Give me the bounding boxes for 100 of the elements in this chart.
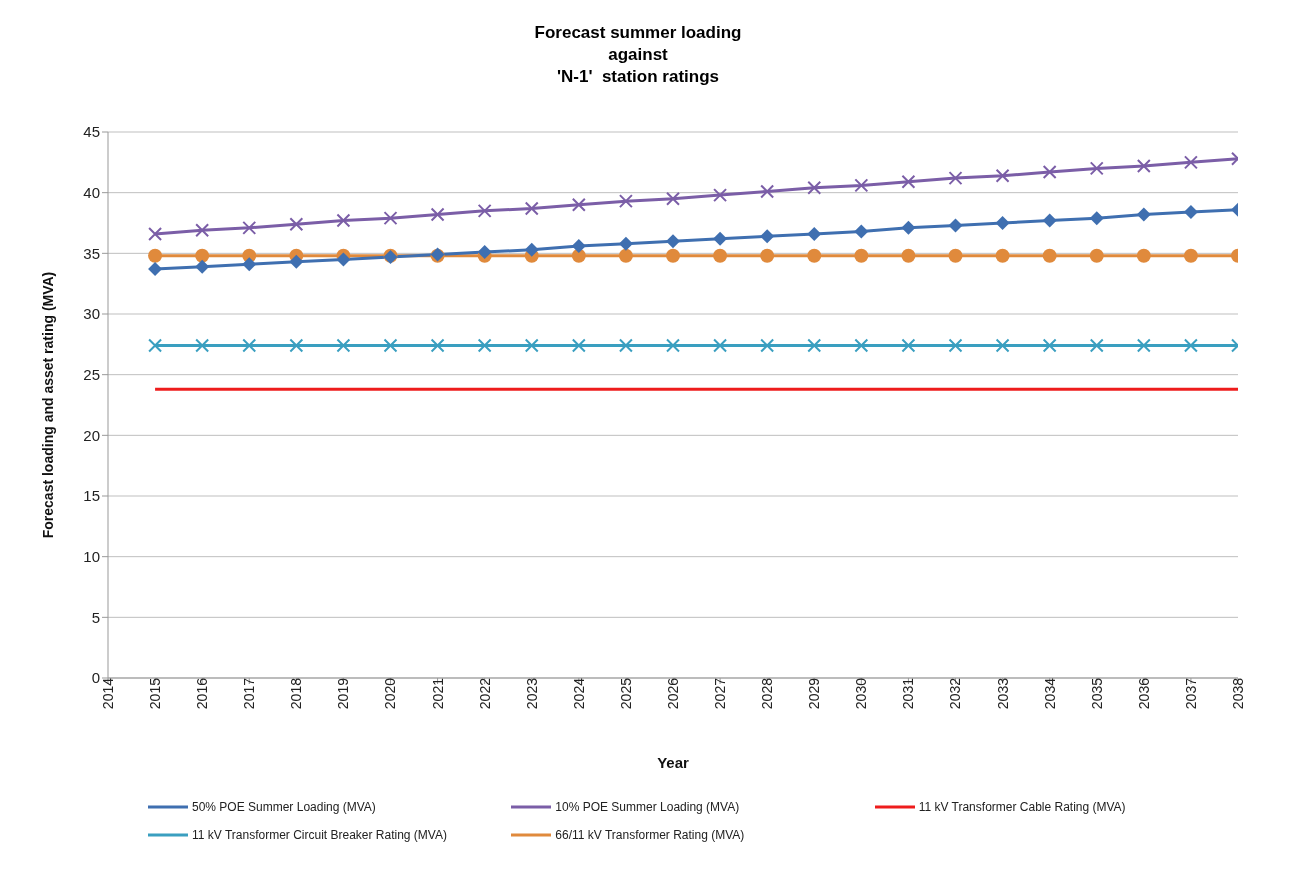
point (618, 338, 633, 353)
point (195, 248, 210, 263)
point (948, 171, 963, 186)
point (148, 262, 163, 277)
point (1089, 248, 1104, 263)
y-tick-label: 30 (83, 305, 100, 323)
point (854, 248, 869, 263)
point (524, 242, 539, 257)
point (618, 236, 633, 251)
point (242, 338, 257, 353)
y-tick-label: 0 (91, 669, 100, 687)
point (1183, 338, 1198, 353)
point (760, 184, 775, 199)
point (1183, 248, 1198, 263)
point (666, 248, 680, 263)
legend-label: 11 kV Transformer Cable Rating (MVA) (918, 800, 1126, 814)
x-tick-label: 2029 (806, 677, 823, 710)
point (995, 338, 1010, 353)
legend-label: 50% POE Summer Loading (MVA) (192, 800, 376, 814)
point (1136, 248, 1151, 263)
point (524, 201, 539, 216)
point (807, 338, 822, 353)
point (760, 248, 775, 263)
x-tick-label: 2015 (147, 677, 164, 710)
x-tick-label: 2016 (194, 677, 211, 710)
point (901, 338, 916, 353)
x-tick-label: 2014 (99, 677, 116, 710)
point (854, 338, 869, 353)
point (524, 338, 539, 353)
chart-title: Forecast summer loading against 'N-1' station ratings (533, 22, 743, 88)
x-tick-label: 2026 (664, 677, 681, 710)
point (1042, 248, 1057, 263)
y-tick-label: 35 (83, 244, 100, 262)
point (477, 203, 492, 218)
point (618, 248, 633, 263)
x-tick-label: 2023 (523, 677, 540, 710)
point (807, 248, 822, 263)
x-tick-label: 2028 (759, 677, 776, 710)
point (430, 207, 445, 222)
point (948, 248, 963, 263)
x-tick-label: 2020 (382, 677, 399, 710)
point (760, 338, 775, 353)
point (760, 229, 775, 244)
point (383, 211, 398, 226)
x-tick-label: 2021 (429, 677, 446, 710)
y-tick-label: 20 (83, 426, 100, 444)
point (336, 338, 351, 353)
point (1042, 165, 1057, 180)
x-axis-title: Year (657, 754, 690, 771)
legend-label: 11 kV Transformer Circuit Breaker Rating (MVA) (192, 828, 447, 842)
point (336, 213, 351, 228)
point (854, 178, 869, 193)
point (571, 197, 586, 212)
y-tick-label: 10 (83, 547, 100, 565)
point (1042, 338, 1057, 353)
y-tick-label: 5 (91, 608, 100, 626)
y-tick-label: 45 (83, 123, 100, 141)
point (1183, 155, 1198, 170)
point (195, 259, 210, 274)
x-tick-label: 2019 (335, 677, 352, 710)
x-tick-label: 2033 (994, 677, 1011, 710)
point (618, 194, 633, 209)
point (1042, 213, 1057, 228)
point (1089, 338, 1104, 353)
point (1136, 338, 1151, 353)
point (1136, 207, 1151, 222)
point (666, 338, 680, 353)
point (289, 217, 304, 232)
legend-label: 10% POE Summer Loading (MVA) (555, 800, 740, 814)
point (195, 338, 210, 353)
point (995, 168, 1010, 183)
point (807, 180, 822, 195)
point (948, 338, 963, 353)
point (289, 338, 304, 353)
point (1183, 205, 1198, 220)
y-tick-label: 25 (83, 365, 100, 383)
point (901, 174, 916, 189)
point (242, 257, 257, 272)
point (1089, 161, 1104, 176)
x-tick-label: 2037 (1182, 677, 1199, 710)
point (995, 248, 1010, 263)
point (477, 338, 492, 353)
point (713, 248, 728, 263)
point (666, 191, 680, 206)
point (1089, 211, 1104, 226)
point (148, 338, 163, 353)
y-axis-title: Forecast loading and asset rating (MVA) (39, 271, 56, 539)
y-tick-label: 15 (83, 487, 100, 505)
x-tick-label: 2035 (1088, 677, 1105, 710)
point (854, 224, 869, 239)
point (713, 231, 728, 246)
point (1136, 158, 1151, 173)
point (148, 248, 163, 263)
x-tick-label: 2038 (1229, 677, 1246, 710)
x-tick-label: 2032 (947, 677, 964, 710)
point (195, 223, 210, 238)
point (666, 234, 680, 249)
x-tick-label: 2027 (712, 677, 729, 710)
point (430, 338, 445, 353)
point (995, 216, 1010, 230)
